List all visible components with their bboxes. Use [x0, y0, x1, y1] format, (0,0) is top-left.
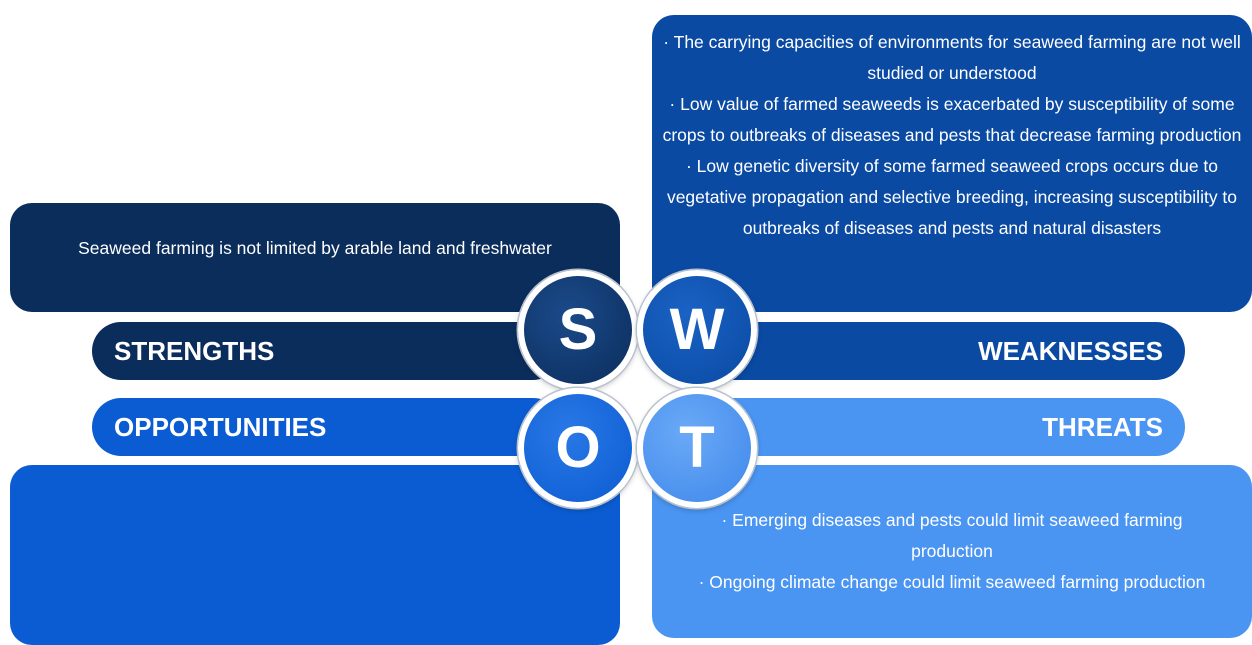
strengths-box: Seaweed farming is not limited by arable…: [10, 203, 620, 312]
threats-bar: THREATS: [700, 398, 1185, 456]
opportunities-circle: O: [518, 388, 638, 508]
opportunities-bar: OPPORTUNITIES: [92, 398, 562, 456]
weakness-item: · The carrying capacities of environment…: [663, 32, 1241, 83]
threats-box: · Emerging diseases and pests could limi…: [652, 465, 1252, 638]
weakness-item: · Low value of farmed seaweeds is exacer…: [662, 94, 1242, 145]
opportunities-label: OPPORTUNITIES: [114, 412, 327, 442]
weaknesses-box: · The carrying capacities of environment…: [652, 15, 1252, 312]
weaknesses-letter: W: [669, 297, 725, 362]
threats-circle: T: [637, 388, 757, 508]
opportunities-letter: O: [555, 415, 601, 480]
threats-label: THREATS: [1042, 412, 1163, 442]
strength-item: Seaweed farming is not limited by arable…: [78, 238, 552, 258]
strengths-label: STRENGTHS: [114, 336, 275, 366]
strengths-circle: S: [518, 270, 638, 390]
weakness-item: · Low genetic diversity of some farmed s…: [666, 156, 1238, 238]
opportunities-box: [10, 465, 620, 645]
threat-item: · Ongoing climate change could limit sea…: [698, 572, 1206, 592]
threats-letter: T: [679, 415, 715, 480]
threat-item: · Emerging diseases and pests could limi…: [721, 510, 1183, 561]
weaknesses-label: WEAKNESSES: [978, 336, 1163, 366]
weaknesses-circle: W: [637, 270, 757, 390]
strengths-bar: STRENGTHS: [92, 322, 562, 380]
weaknesses-bar: WEAKNESSES: [700, 322, 1185, 380]
strengths-letter: S: [558, 297, 598, 362]
